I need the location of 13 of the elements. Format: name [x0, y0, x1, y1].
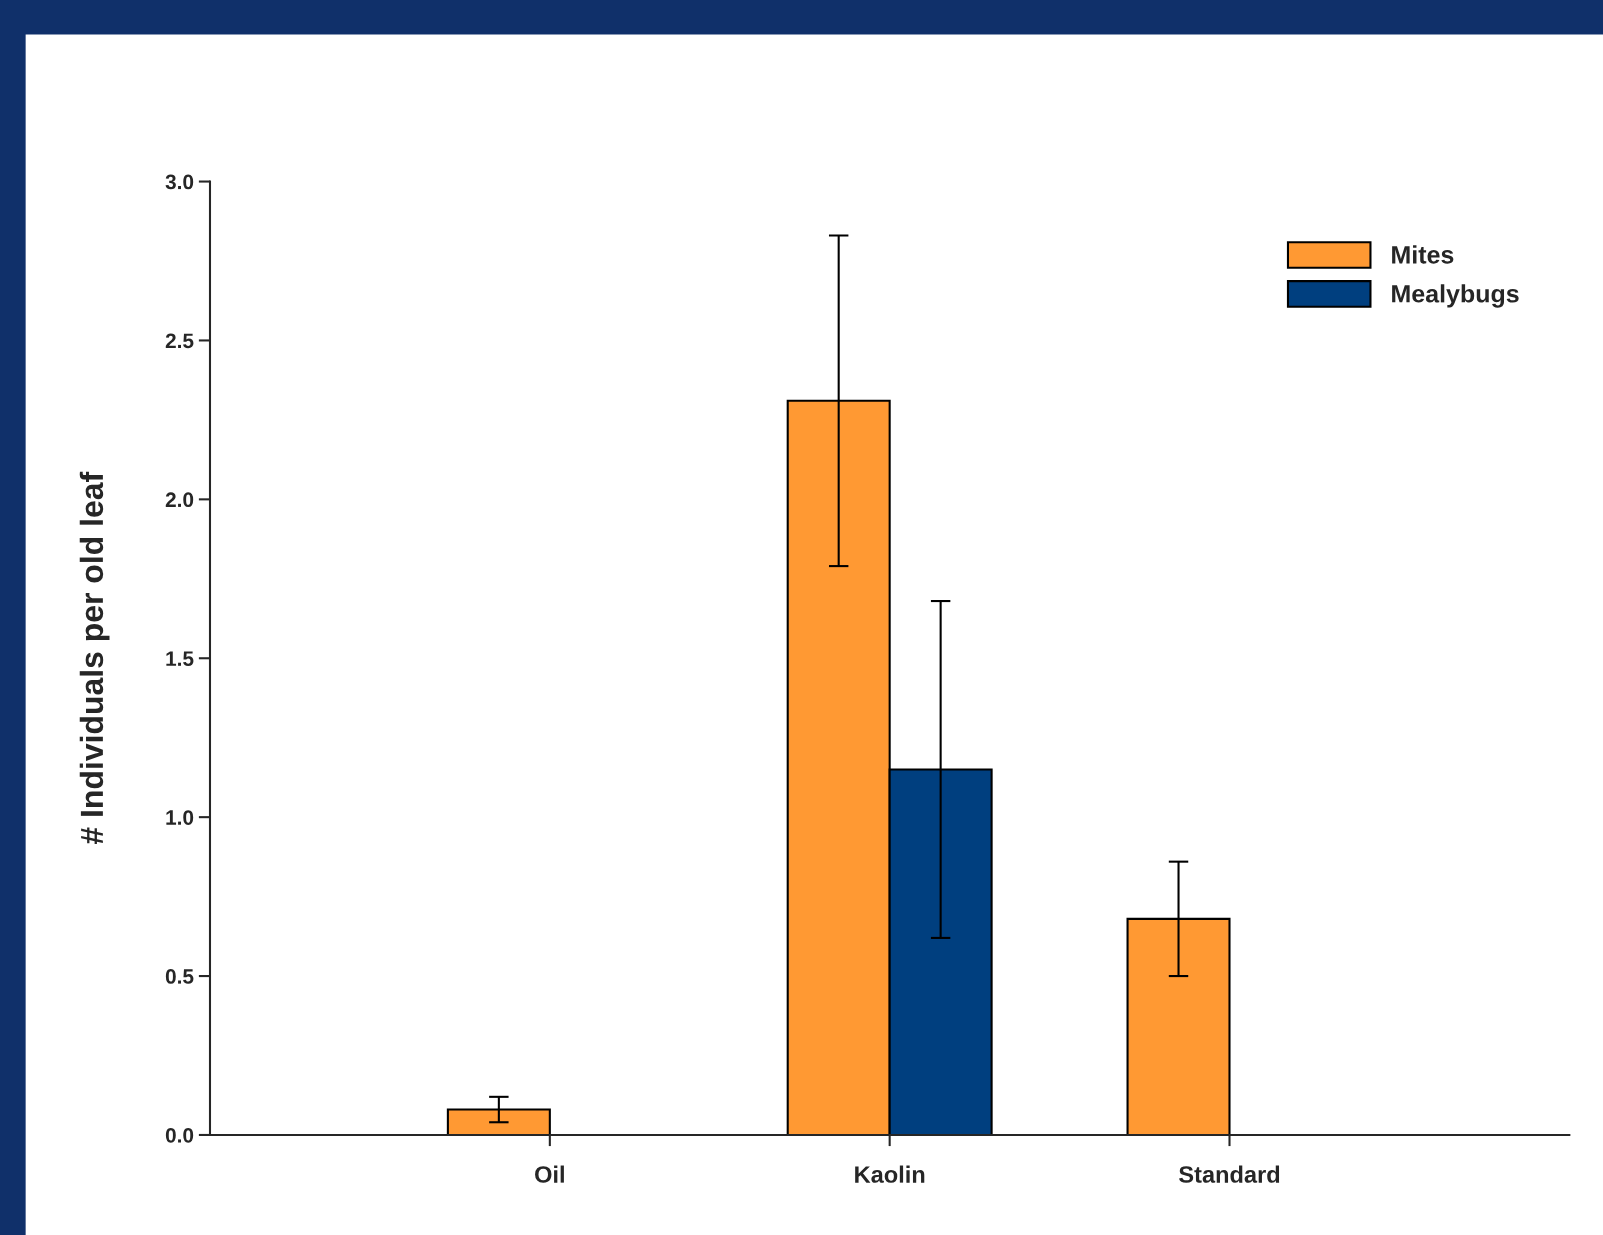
- y-tick-label: 3.0: [165, 174, 194, 190]
- x-tick-label: Standard: [1179, 1165, 1280, 1183]
- x-tick-label: Kaolin: [855, 1165, 925, 1183]
- legend-label: Mites: [1392, 245, 1454, 264]
- legend-label: Mealybugs: [1392, 284, 1519, 308]
- y-axis-title: # Individuals per old leaf: [79, 471, 110, 845]
- x-tick-label: Oil: [535, 1165, 564, 1183]
- y-tick-label: 0.5: [165, 969, 194, 984]
- y-tick-label: 2.5: [165, 333, 194, 349]
- y-tick-label: 2.0: [165, 492, 194, 508]
- y-tick-label: 0.0: [165, 1127, 194, 1143]
- y-tick-label: 1.5: [166, 651, 194, 667]
- y-tick-label: 1.0: [166, 810, 194, 825]
